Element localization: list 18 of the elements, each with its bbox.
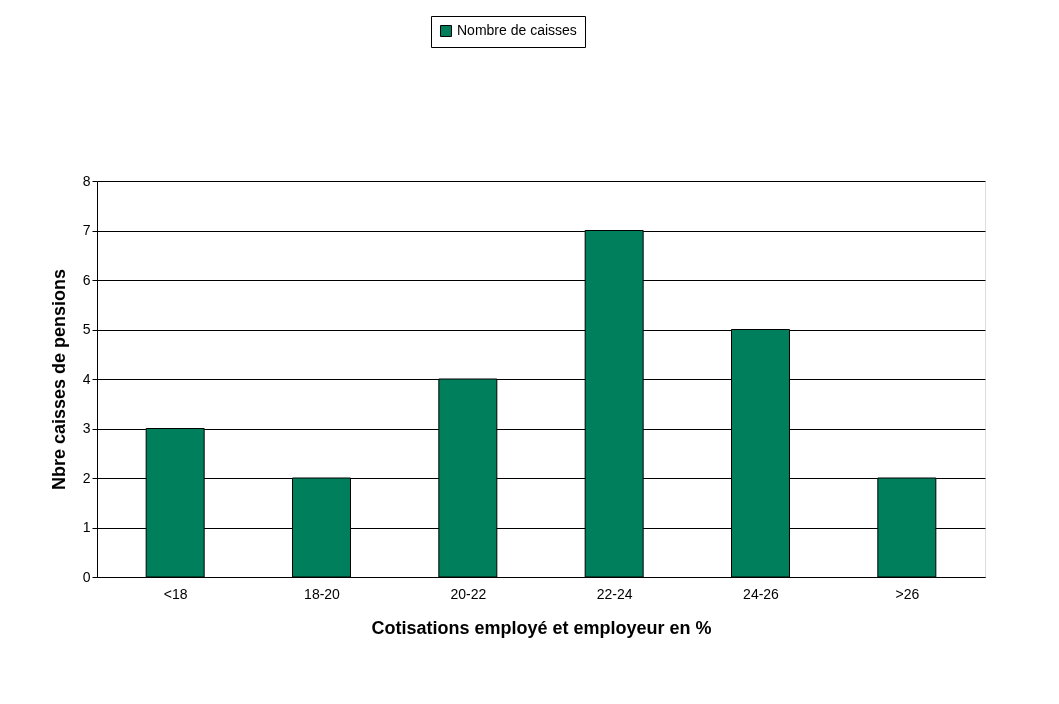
y-axis-title: Nbre caisses de pensions [48,268,69,491]
y-tick-label: 1 [82,519,91,535]
y-tick-label: 0 [82,568,91,585]
x-tick-label: <18 [163,585,188,602]
x-axis-title: Cotisations employé et employeur en % [371,617,712,638]
y-tick-label: 8 [82,172,91,189]
x-tick-label: >26 [895,585,920,602]
y-tick-label: 2 [82,469,91,486]
y-tick-label: 5 [82,321,91,337]
x-tick-label: 18-20 [304,585,341,602]
y-tick-label: 4 [82,370,91,387]
x-tick-label: 20-22 [450,585,487,602]
x-tick-label: 22-24 [596,585,633,602]
y-tick-label: 7 [82,222,91,238]
y-tick-label: 3 [82,420,91,436]
y-tick-label: 6 [82,271,91,288]
x-tick-label: 24-26 [743,585,780,602]
legend-label: Nombre de caisses [457,22,577,38]
